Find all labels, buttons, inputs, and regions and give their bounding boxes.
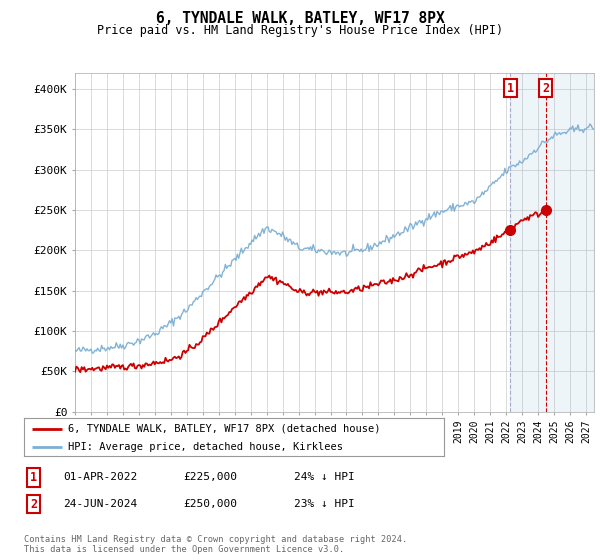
Text: 6, TYNDALE WALK, BATLEY, WF17 8PX: 6, TYNDALE WALK, BATLEY, WF17 8PX — [155, 11, 445, 26]
Text: 6, TYNDALE WALK, BATLEY, WF17 8PX (detached house): 6, TYNDALE WALK, BATLEY, WF17 8PX (detac… — [68, 424, 380, 434]
Text: £250,000: £250,000 — [183, 499, 237, 509]
Text: 2: 2 — [542, 82, 550, 95]
Bar — [510, 73, 594, 412]
Text: 23% ↓ HPI: 23% ↓ HPI — [294, 499, 355, 509]
Text: Price paid vs. HM Land Registry's House Price Index (HPI): Price paid vs. HM Land Registry's House … — [97, 24, 503, 36]
Text: £225,000: £225,000 — [183, 472, 237, 482]
Bar — [510, 73, 594, 412]
Text: 24-JUN-2024: 24-JUN-2024 — [63, 499, 137, 509]
Text: HPI: Average price, detached house, Kirklees: HPI: Average price, detached house, Kirk… — [68, 442, 343, 452]
Text: 24% ↓ HPI: 24% ↓ HPI — [294, 472, 355, 482]
Text: 1: 1 — [506, 82, 514, 95]
Text: 01-APR-2022: 01-APR-2022 — [63, 472, 137, 482]
Text: 2: 2 — [30, 497, 37, 511]
Text: 1: 1 — [30, 470, 37, 484]
Text: Contains HM Land Registry data © Crown copyright and database right 2024.
This d: Contains HM Land Registry data © Crown c… — [24, 535, 407, 554]
